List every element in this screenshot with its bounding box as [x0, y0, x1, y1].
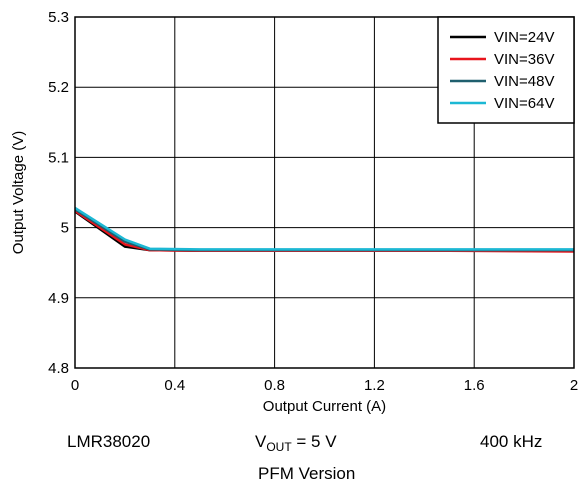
vout-suffix: = 5 V: [291, 432, 337, 451]
y-tick-label: 5: [61, 220, 69, 237]
vout-caption: VOUT = 5 V: [255, 432, 337, 454]
series-line-vin-36v: [74, 209, 575, 253]
legend-label: VIN=24V: [494, 29, 554, 46]
plot-frame: [74, 16, 575, 369]
series-line-vin-64v: [74, 206, 574, 251]
x-tick-label: 1.6: [464, 377, 485, 394]
x-tick-labels: 0 0.4 0.8 1.2 1.6 2: [71, 377, 578, 394]
legend: VIN=24V VIN=36V VIN=48V VIN=64V: [437, 16, 575, 124]
y-tick-label: 4.9: [48, 290, 69, 307]
y-tick-label: 4.8: [48, 360, 69, 377]
vout-subscript: OUT: [266, 440, 292, 454]
y-tick-label: 5.3: [48, 9, 69, 26]
legend-label: VIN=64V: [494, 95, 554, 112]
frequency-caption: 400 kHz: [480, 432, 543, 451]
x-tick-label: 2: [570, 377, 578, 394]
legend-box: [437, 16, 575, 124]
series-lines: [74, 206, 575, 253]
series-line-vin-24v: [74, 210, 574, 253]
y-tick-labels: 4.8 4.9 5 5.1 5.2 5.3: [48, 9, 69, 377]
series-line-vin-48v: [74, 208, 574, 252]
y-axis-title: Output Voltage (V): [10, 131, 27, 254]
x-axis-title: Output Current (A): [263, 398, 386, 415]
device-caption: LMR38020: [67, 432, 151, 451]
vout-prefix: V: [255, 432, 267, 451]
x-tick-label: 0.4: [164, 377, 185, 394]
legend-label: VIN=48V: [494, 73, 554, 90]
x-tick-label: 1.2: [364, 377, 385, 394]
version-caption: PFM Version: [258, 464, 356, 483]
legend-label: VIN=36V: [494, 51, 554, 68]
x-tick-label: 0: [71, 377, 79, 394]
y-tick-label: 5.1: [48, 149, 69, 166]
y-tick-label: 5.2: [48, 79, 69, 96]
x-tick-label: 0.8: [264, 377, 285, 394]
